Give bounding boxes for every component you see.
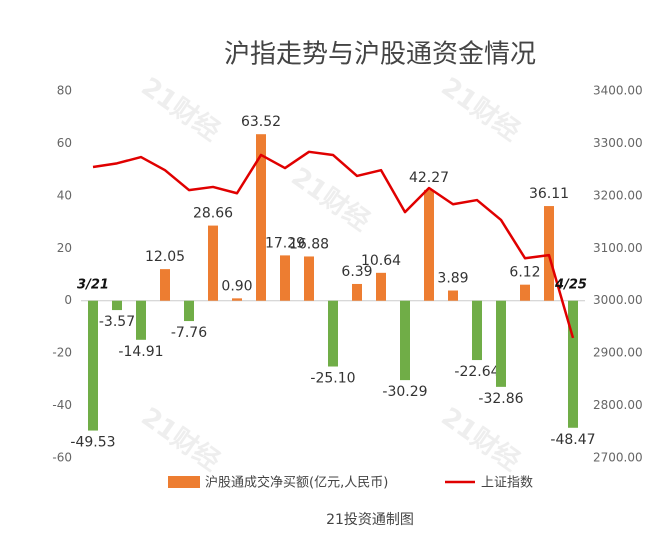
data-label: 63.52: [241, 114, 281, 130]
data-label: -49.53: [70, 435, 115, 451]
bar: [328, 300, 338, 367]
y2-tick-label: 3300.00: [593, 136, 643, 150]
watermark: 21财经: [436, 401, 526, 477]
watermark: 21财经: [136, 71, 226, 147]
bar: [256, 134, 266, 301]
data-label: -22.64: [454, 364, 499, 380]
bar: [160, 269, 170, 301]
y-tick-label: -40: [52, 398, 72, 412]
bar: [232, 298, 242, 301]
watermark: 21财经: [286, 161, 376, 237]
bar: [208, 225, 218, 301]
watermark: 21财经: [136, 401, 226, 477]
chart-title: 沪指走势与沪股通资金情况: [224, 40, 536, 70]
data-label: 36.11: [529, 186, 569, 202]
y-tick-label: 0: [64, 293, 72, 307]
data-label: 3.89: [437, 271, 468, 287]
bar: [280, 255, 290, 301]
y2-tick-label: 2800.00: [593, 398, 643, 412]
data-label: -48.47: [550, 432, 595, 448]
data-label: -32.86: [478, 391, 523, 407]
bar: [88, 300, 98, 431]
bar: [496, 300, 506, 387]
y2-tick-label: 3000.00: [593, 293, 643, 307]
legend-label: 上证指数: [481, 476, 533, 491]
bar: [424, 189, 434, 301]
watermark: 21财经: [436, 71, 526, 147]
y-tick-label: 80: [57, 84, 72, 98]
x-annotation: 4/25: [554, 278, 587, 293]
bar: [472, 300, 482, 361]
data-label: 42.27: [409, 170, 449, 186]
data-label: 16.88: [289, 236, 329, 252]
data-label: -3.57: [99, 314, 135, 330]
data-label: 0.90: [221, 278, 252, 294]
data-label: 6.39: [341, 264, 372, 280]
line: [92, 150, 575, 339]
y-tick-label: 20: [57, 241, 72, 255]
bar: [352, 283, 362, 301]
y-tick-label: 40: [57, 188, 72, 202]
x-annotation: 3/21: [77, 278, 109, 293]
data-label: 10.64: [361, 253, 401, 269]
bar: [376, 272, 386, 301]
bar: [400, 300, 410, 381]
y2-tick-label: 2900.00: [593, 346, 643, 360]
y-tick-label: -60: [52, 451, 72, 465]
y2-tick-label: 3100.00: [593, 241, 643, 255]
y2-tick-label: 2700.00: [593, 451, 643, 465]
legend-label: 沪股通成交净买额(亿元,人民币): [205, 475, 388, 491]
bar: [520, 284, 530, 301]
data-label: -7.76: [171, 325, 207, 341]
data-label: -14.91: [118, 344, 163, 360]
bar: [568, 300, 578, 428]
legend-swatch: [168, 476, 200, 488]
bar: [448, 290, 458, 301]
data-label: -25.10: [310, 371, 355, 387]
data-label: 17.29: [265, 235, 305, 251]
data-label: -30.29: [382, 384, 427, 400]
bar: [112, 300, 122, 311]
bar: [136, 300, 146, 340]
data-label: 12.05: [145, 249, 185, 265]
y-tick-label: -20: [52, 346, 72, 360]
y2-tick-label: 3200.00: [593, 188, 643, 202]
bar: [184, 300, 194, 322]
data-label: 28.66: [193, 206, 233, 222]
footer: 21投资通制图: [326, 512, 414, 528]
data-label: 6.12: [509, 265, 540, 281]
bar: [304, 256, 314, 301]
y2-tick-label: 3400.00: [593, 84, 643, 98]
bar: [544, 206, 554, 301]
y-tick-label: 60: [57, 136, 72, 150]
